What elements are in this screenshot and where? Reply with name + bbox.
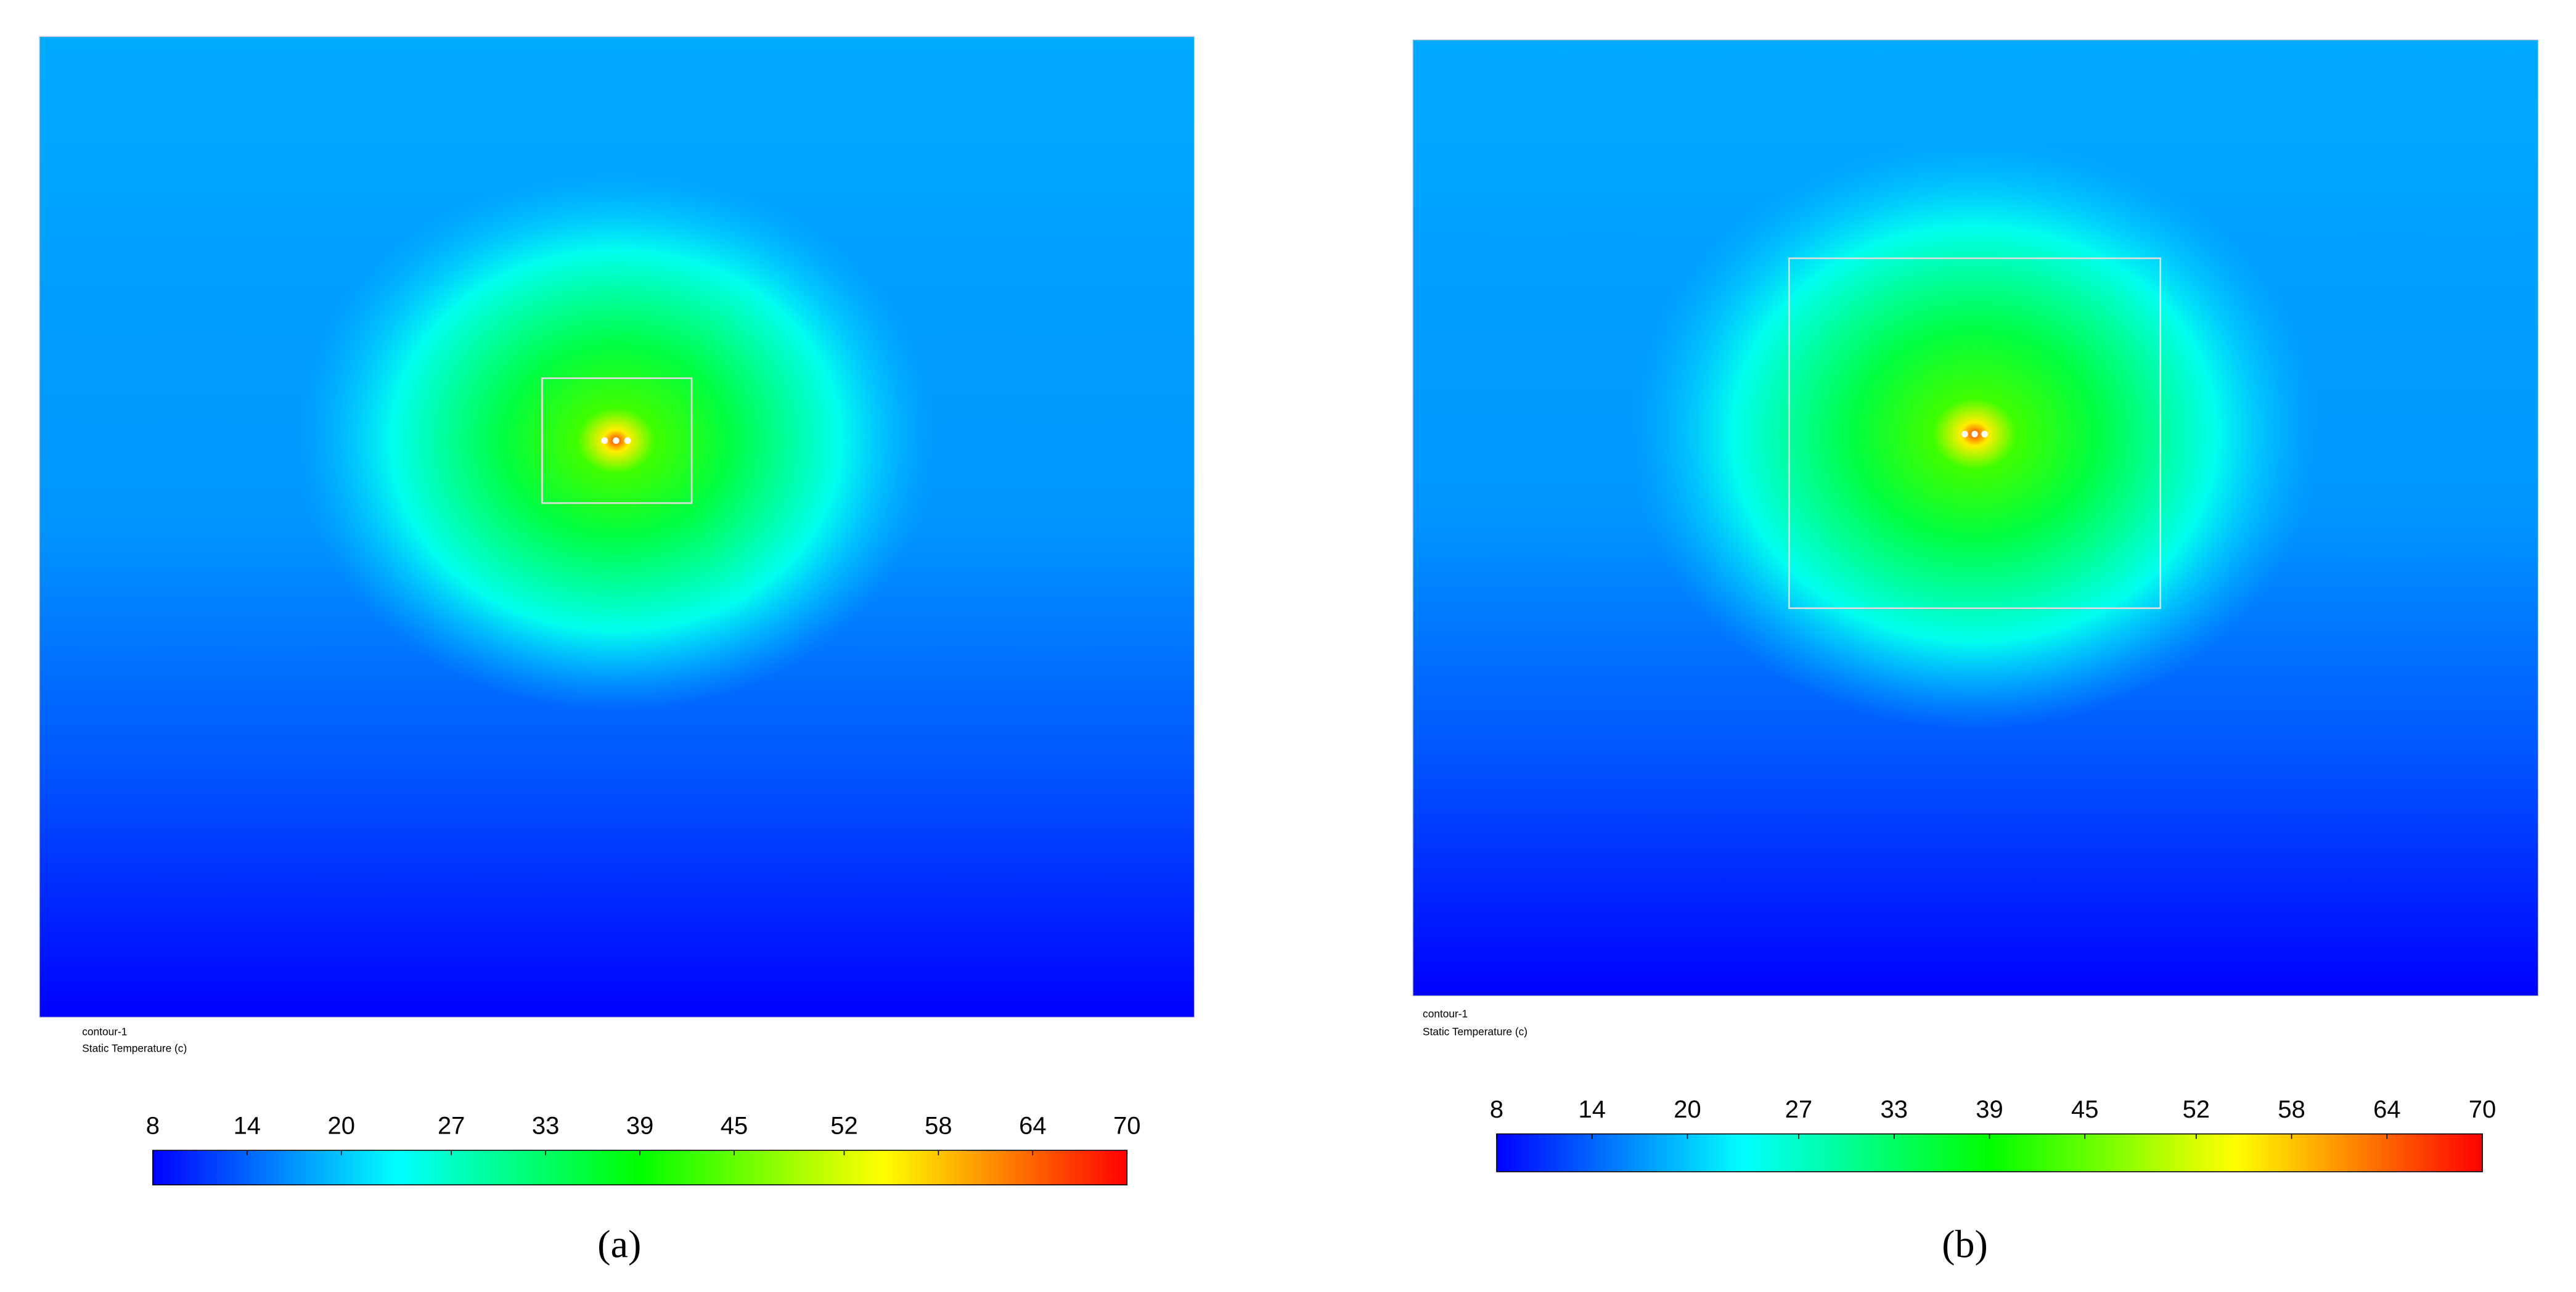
tick-label: 8 [146, 1113, 160, 1140]
tick-label: 33 [532, 1113, 559, 1140]
colorbar: 8 14 20 27 33 39 45 52 58 64 70 [146, 1113, 1141, 1185]
tick-label: 27 [438, 1113, 465, 1140]
contour-name: contour-1 [1423, 1007, 1468, 1020]
tick-label: 45 [721, 1113, 748, 1140]
tick-label: 27 [1785, 1096, 1812, 1123]
tick-label: 14 [1578, 1096, 1605, 1123]
panel-label: (a) [597, 1222, 641, 1265]
tick-label: 45 [2071, 1096, 2098, 1123]
panel-a: contour-1 Static Temperature (c) (a) [39, 36, 1195, 1265]
inset-box [1788, 257, 2162, 610]
tick-label: 58 [925, 1113, 952, 1140]
cables [601, 437, 631, 444]
tick-label: 58 [2278, 1096, 2305, 1123]
quantity-label: Static Temperature (c) [1423, 1026, 1527, 1038]
panel-b: contour-1 Static Temperature (c) (b) [1412, 39, 2539, 1265]
tick-label: 52 [2183, 1096, 2210, 1123]
panel-label: (b) [1942, 1222, 1988, 1265]
inset-box [541, 377, 693, 504]
tick-label: 52 [830, 1113, 857, 1140]
tick-label: 33 [1881, 1096, 1908, 1123]
colorbar-scale [1496, 1133, 2483, 1172]
tick-label: 14 [234, 1113, 261, 1140]
tick-label: 20 [1674, 1096, 1701, 1123]
tick-label: 20 [328, 1113, 355, 1140]
tick-label: 39 [1976, 1096, 2003, 1123]
tick-label: 64 [1019, 1113, 1046, 1140]
tick-label: 70 [2469, 1096, 2496, 1123]
tick-label: 64 [2373, 1096, 2400, 1123]
tick-label: 8 [1490, 1096, 1503, 1123]
colorbar: 8 14 20 27 33 39 45 52 58 64 70 [1490, 1096, 2496, 1172]
tick-label: 70 [1113, 1113, 1140, 1140]
quantity-label: Static Temperature (c) [82, 1042, 187, 1054]
colorbar-scale [152, 1150, 1128, 1185]
contour-name: contour-1 [82, 1026, 127, 1038]
cables [1961, 430, 1988, 438]
tick-label: 39 [626, 1113, 653, 1140]
